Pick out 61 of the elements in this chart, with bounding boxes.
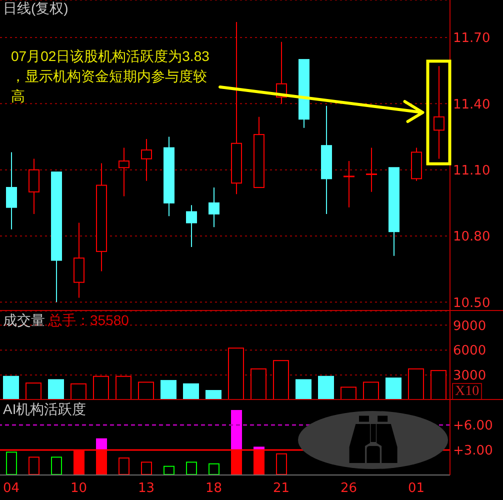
bar bbox=[296, 379, 312, 400]
candlestick bbox=[208, 186, 220, 228]
bar bbox=[208, 463, 220, 475]
y-tick-label: 11.70 bbox=[453, 31, 490, 46]
y-tick-label: +3.00 bbox=[453, 444, 493, 459]
candlestick bbox=[434, 66, 444, 160]
bar bbox=[386, 378, 402, 400]
candlestick bbox=[186, 204, 197, 248]
x-tick-label: 26 bbox=[340, 481, 358, 496]
bar bbox=[231, 410, 242, 450]
bar bbox=[186, 462, 197, 475]
candlestick bbox=[6, 152, 17, 230]
x-tick-label: 01 bbox=[408, 481, 425, 496]
bar bbox=[276, 453, 287, 475]
x-tick-label: 10 bbox=[70, 481, 88, 496]
y-axis-title: X10 bbox=[452, 383, 482, 400]
x-tick-label: 18 bbox=[205, 481, 222, 496]
bar bbox=[183, 383, 199, 400]
x-tick-label: 21 bbox=[272, 481, 290, 496]
bar bbox=[93, 376, 109, 400]
annotation: 07月02日该股机构活跃度为3.83，显示机构资金短期内参与度较高 bbox=[11, 47, 210, 106]
bar bbox=[164, 466, 174, 475]
y-tick-label: +6.00 bbox=[453, 418, 493, 434]
bar bbox=[273, 360, 289, 400]
candlestick bbox=[118, 147, 130, 197]
y-tick-label: 6000 bbox=[453, 344, 486, 359]
bar bbox=[250, 368, 266, 400]
bar bbox=[141, 462, 152, 475]
x-tick-label: 04 bbox=[2, 481, 20, 496]
bar bbox=[6, 452, 17, 475]
bar bbox=[3, 376, 19, 400]
bar bbox=[318, 376, 334, 400]
y-tick-label: 10.80 bbox=[453, 230, 490, 245]
chart-title: AI机构活跃度 bbox=[3, 401, 86, 417]
bar bbox=[28, 456, 40, 475]
chart-title: 日线(复权) bbox=[3, 0, 68, 16]
candlestick bbox=[28, 158, 40, 214]
bar bbox=[70, 383, 86, 400]
bar bbox=[408, 368, 424, 400]
chart-title: 成交量 bbox=[3, 312, 45, 328]
bar bbox=[116, 376, 132, 400]
bar bbox=[26, 382, 42, 400]
bar bbox=[430, 370, 446, 400]
bar bbox=[51, 456, 62, 475]
y-tick-label: 3000 bbox=[453, 368, 486, 384]
x-tick-label: 13 bbox=[138, 481, 155, 496]
bar bbox=[96, 438, 107, 450]
bar bbox=[160, 380, 176, 400]
bar bbox=[48, 379, 64, 400]
bar bbox=[118, 458, 130, 475]
y-tick-label: 11.40 bbox=[453, 97, 490, 112]
bar bbox=[206, 390, 222, 400]
bar bbox=[138, 382, 154, 400]
candlestick bbox=[141, 138, 152, 182]
y-tick-label: 10.50 bbox=[453, 296, 490, 311]
y-tick-label: 11.10 bbox=[453, 163, 490, 178]
bar bbox=[340, 386, 356, 400]
y-tick-label: 9000 bbox=[453, 318, 486, 334]
bar bbox=[228, 348, 244, 400]
annotation: 总手：35580 bbox=[48, 312, 129, 328]
bar bbox=[363, 382, 379, 400]
